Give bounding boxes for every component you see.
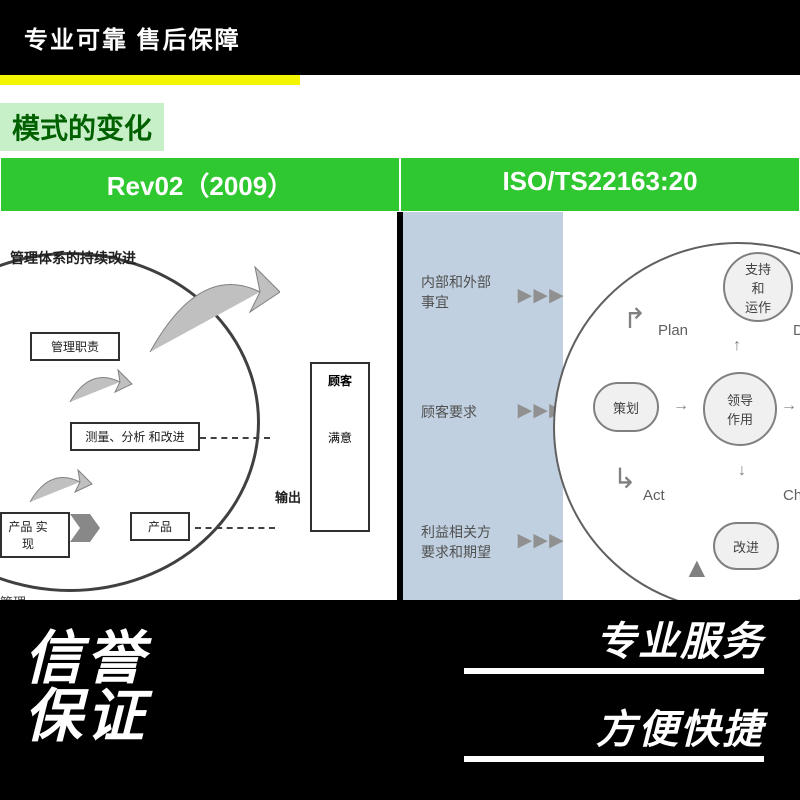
yellow-strip	[0, 75, 300, 85]
arrow-dot-3: ↓	[738, 462, 746, 480]
continuous-improvement-label: 管理体系的持续改进	[10, 248, 136, 268]
label-plan: Plan	[658, 322, 688, 339]
subtitle: 模式的变化	[0, 103, 164, 151]
node-leader: 领导 作用	[703, 372, 777, 446]
node-plan: 策划	[593, 382, 659, 432]
header-right: ISO/TS22163:20	[400, 157, 800, 212]
overlay-left-line1: 信誉	[24, 630, 148, 688]
arrow-a-icon: ►►►	[513, 282, 560, 310]
label-act: Act	[643, 487, 665, 504]
overlay-left-line2: 保证	[24, 688, 148, 746]
overlay-right-line2: 方便快捷	[464, 708, 764, 752]
output-label: 输出	[275, 487, 301, 506]
arrow-dot-1: →	[673, 397, 689, 415]
box-mgmt: 管理职责	[30, 332, 120, 361]
header-left: Rev02（2009）	[0, 157, 400, 212]
input-b: 顾客要求	[421, 402, 477, 422]
box-customer: 顾客 满意	[310, 362, 370, 532]
label-check: Check	[783, 487, 800, 504]
dash-line-2	[195, 527, 275, 529]
input-a: 内部和外部 事宜	[421, 272, 491, 312]
banner-text: 专业可靠 售后保障	[24, 27, 241, 54]
top-banner: 专业可靠 售后保障	[0, 0, 800, 75]
bottom-overlay: 信誉 保证 专业服务 方便快捷	[0, 600, 800, 800]
diagram-row: 管理体系的持续改进 管理职责 测量、分析 和改进 产品 实现 产品 输出 顾客	[0, 212, 800, 632]
overlay-underline-1	[464, 668, 764, 674]
dash-line-1	[200, 437, 270, 439]
arrow-dot-2: ↑	[733, 337, 741, 355]
arrow-c-icon: ►►►	[513, 527, 560, 555]
overlay-left: 信誉 保证	[0, 600, 168, 766]
overlay-underline-2	[464, 756, 764, 762]
label-do: Do	[793, 322, 800, 339]
right-diagram: 内部和外部 事宜 ►►► 顾客要求 ►►► 利益相关方 要求和期望 ►►► 支持…	[403, 212, 800, 632]
curve-arrow-3-icon: ▲	[683, 552, 711, 584]
header-row: Rev02（2009） ISO/TS22163:20	[0, 157, 800, 212]
gray-arrow-top	[140, 252, 280, 372]
chevron-icon	[70, 514, 110, 544]
left-diagram: 管理体系的持续改进 管理职责 测量、分析 和改进 产品 实现 产品 输出 顾客	[0, 212, 397, 632]
small-arrow-1	[60, 362, 140, 422]
box-product: 产品	[130, 512, 190, 541]
overlay-right-line1: 专业服务	[464, 620, 764, 664]
node-support: 支持 和 运作	[723, 252, 793, 322]
box-measure: 测量、分析 和改进	[70, 422, 200, 451]
satisfaction-text: 满意	[318, 429, 362, 446]
overlay-right: 专业服务 方便快捷	[464, 600, 800, 766]
box-product-realize: 产品 实现	[0, 512, 70, 558]
arrow-dot-4: →	[781, 397, 797, 415]
curve-arrow-2-icon: ↳	[613, 462, 636, 495]
curve-arrow-1-icon: ↱	[623, 302, 646, 335]
customer-text: 顾客	[318, 372, 362, 389]
input-c: 利益相关方 要求和期望	[421, 522, 491, 562]
subtitle-wrap: 模式的变化	[0, 85, 800, 157]
node-improve: 改进	[713, 522, 779, 570]
